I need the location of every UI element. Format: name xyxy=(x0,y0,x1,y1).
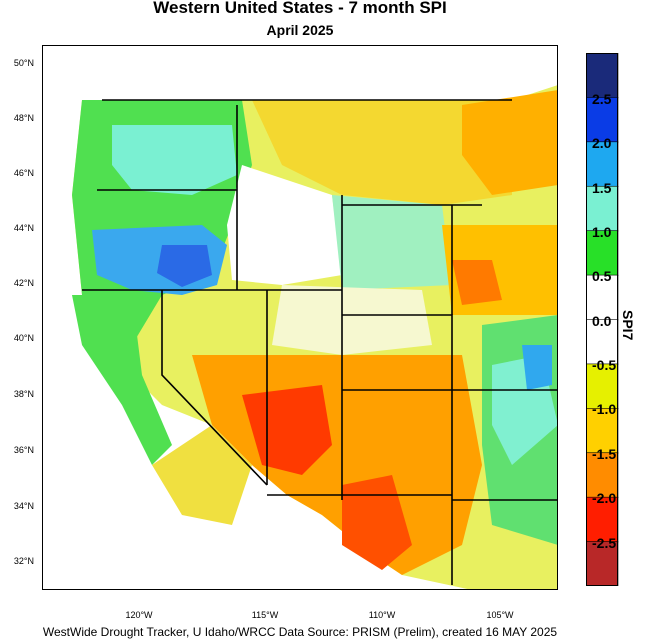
map-title: Western United States - 7 month SPI xyxy=(153,0,447,17)
region-socal xyxy=(152,425,252,525)
colorbar-label: -1.5 xyxy=(592,446,617,462)
region-ca-green xyxy=(72,295,172,465)
colorbar-swatch xyxy=(586,408,619,454)
region-idaho-white xyxy=(227,165,342,285)
colorbar-label: 0.0 xyxy=(592,313,612,329)
region-wyoming xyxy=(332,195,452,290)
colorbar-label: -2.5 xyxy=(592,535,617,551)
colorbar-swatch xyxy=(586,53,619,99)
colorbar-label: -1.0 xyxy=(592,401,617,417)
region-ut-white xyxy=(272,285,432,355)
lat-label: 50°N xyxy=(13,58,34,68)
state-borders xyxy=(82,99,558,585)
lat-label: 36°N xyxy=(13,445,34,455)
colorbar-swatch xyxy=(586,230,619,276)
colorbar-label: 1.5 xyxy=(592,180,612,196)
lat-label: 42°N xyxy=(13,278,34,288)
colorbar-label: 2.5 xyxy=(592,91,612,107)
colorbar-label: 1.0 xyxy=(592,224,612,240)
lat-label: 44°N xyxy=(13,223,34,233)
colorbar-swatch xyxy=(586,185,619,232)
colorbar-swatch xyxy=(586,496,619,543)
colorbar-title: SPI7 xyxy=(620,310,636,341)
colorbar xyxy=(586,53,619,586)
colorbar-swatch xyxy=(586,97,619,143)
spi-map xyxy=(42,45,558,590)
region-east-blue xyxy=(522,345,552,390)
region-az-red xyxy=(342,475,412,570)
colorbar-label: -0.5 xyxy=(592,357,617,373)
colorbar-swatch xyxy=(586,274,619,321)
colorbar-label: 0.5 xyxy=(592,268,612,284)
colorbar-swatch xyxy=(586,452,619,498)
colorbar-swatch xyxy=(586,141,619,188)
colorbar-label: -2.0 xyxy=(592,490,617,506)
lat-label: 48°N xyxy=(13,113,34,123)
colorbar-swatch xyxy=(586,363,619,410)
colorbar-label: 2.0 xyxy=(592,135,612,151)
lon-label: 105°W xyxy=(486,610,514,620)
region-montana-orange xyxy=(462,90,558,195)
map-subtitle: April 2025 xyxy=(266,22,334,38)
region-wy-co-red xyxy=(452,260,502,305)
lon-label: 120°W xyxy=(125,610,153,620)
lat-label: 46°N xyxy=(13,168,34,178)
map-outline xyxy=(42,45,558,590)
region-montana xyxy=(252,100,512,205)
lon-label: 110°W xyxy=(368,610,396,620)
lon-label: 115°W xyxy=(251,610,279,620)
footer-credit: WestWide Drought Tracker, U Idaho/WRCC D… xyxy=(42,625,558,639)
lat-label: 40°N xyxy=(13,333,34,343)
region-oregon-dark xyxy=(157,245,212,287)
lat-label: 38°N xyxy=(13,389,34,399)
region-wa-teal xyxy=(112,125,237,195)
lat-label: 32°N xyxy=(13,556,34,566)
region-sw-red xyxy=(242,385,332,475)
lat-label: 34°N xyxy=(13,501,34,511)
